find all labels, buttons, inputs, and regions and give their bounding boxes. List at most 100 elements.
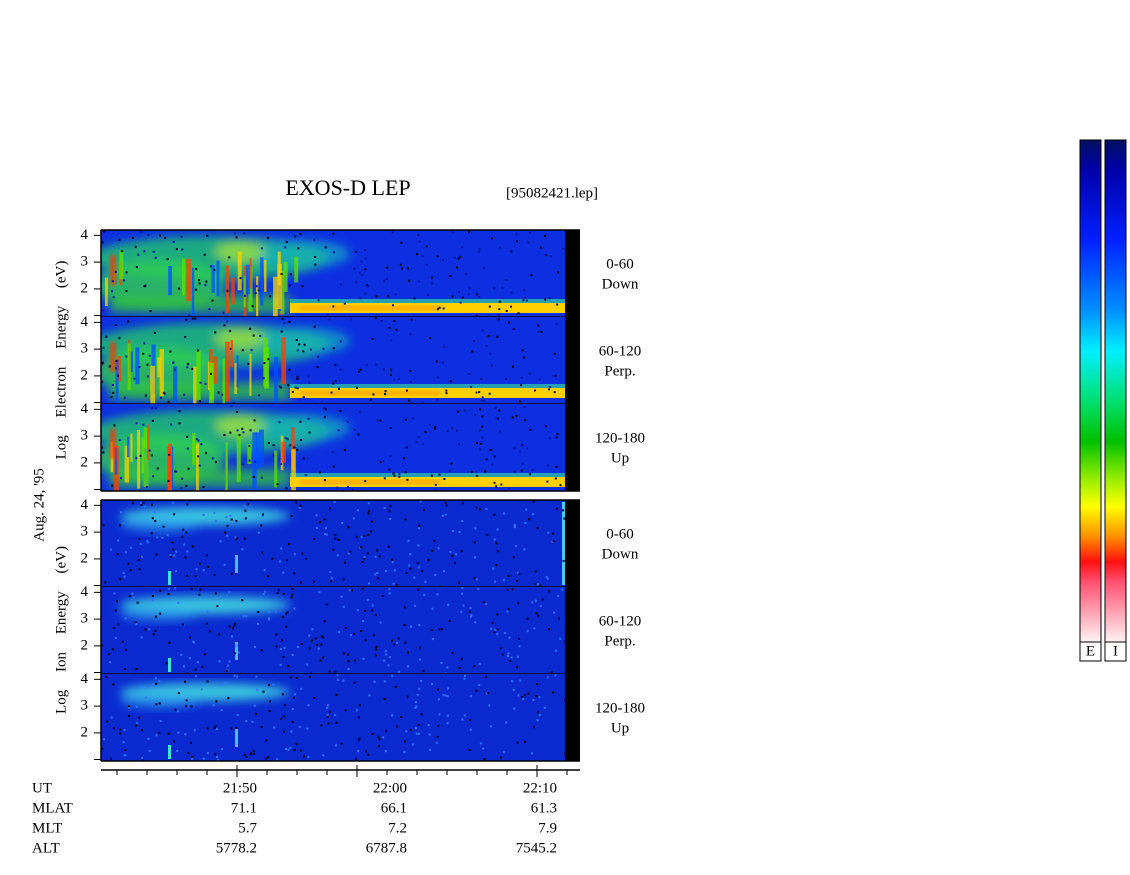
speckle [285,487,288,490]
speckle [478,250,481,253]
speckle [474,556,477,559]
speckle [158,732,161,735]
speckle [442,694,445,697]
speckle [242,463,245,466]
speckle [484,470,487,473]
speckle [119,511,122,514]
speckle [435,741,438,744]
speckle [172,548,175,551]
speckle [207,565,210,568]
speckle [418,436,421,439]
speckle [186,683,189,686]
speckle [429,748,432,751]
speckle [421,570,424,573]
streak [147,424,150,461]
speckle [101,362,104,365]
speckle [507,487,510,490]
speckle [363,555,366,558]
speckle [373,680,376,683]
speckle [430,628,433,631]
speckle [228,256,231,259]
speckle [391,674,394,677]
speckle [473,665,476,668]
speckle [186,672,189,674]
speckle [123,754,126,757]
speckle [527,692,530,695]
speckle [453,256,456,259]
speckle [186,503,189,506]
speckle [111,384,114,387]
speckle [105,675,108,678]
speckle [417,723,420,726]
speckle [378,738,381,741]
speckle [437,688,440,691]
speckle [281,693,284,696]
speckle [154,677,157,680]
speckle [407,399,410,402]
speckle [557,271,560,274]
speckle [302,457,305,460]
speckle [202,757,205,760]
speckle [360,546,363,549]
speckle [150,532,153,535]
speckle [242,431,245,434]
speckle [347,660,350,663]
speckle [482,747,485,750]
speckle [381,594,384,597]
speckle [526,447,529,450]
speckle [342,578,345,581]
speckle [404,641,407,644]
speckle [445,389,448,392]
y-tick-label: 4 [81,401,89,417]
speckle [329,571,332,574]
speckle [135,724,138,727]
speckle [493,287,496,290]
speckle [137,559,140,562]
streak [281,337,287,385]
speckle [413,576,416,579]
speckle [334,534,337,537]
streak [196,443,199,491]
speckle [291,720,294,723]
streak [124,445,130,483]
speckle [188,314,191,317]
speckle [141,759,144,761]
speckle [167,400,170,403]
speckle [358,737,361,740]
speckle [508,636,511,639]
ephemeris-value: 66.1 [381,800,407,816]
speckle [383,507,386,510]
speckle [353,681,356,684]
speckle [400,241,403,244]
speckle [429,336,432,339]
speckle [231,635,234,638]
speckle [530,274,533,277]
speckle [528,372,531,375]
speckle [535,695,538,698]
speckle [184,556,187,559]
speckle [263,361,266,364]
speckle [206,554,209,557]
speckle [447,687,450,690]
speckle [320,635,323,638]
speckle [150,503,153,506]
speckle [189,636,192,639]
streak [196,350,201,401]
speckle [279,386,282,389]
speckle [337,387,340,390]
speckle [418,687,421,690]
color-bar-label-box [1079,641,1102,662]
speckle [476,442,479,445]
speckle [513,470,516,473]
speckle [260,524,263,527]
speckle [182,665,185,668]
speckle [328,318,331,321]
speckle [535,612,538,615]
speckle [304,474,307,477]
speckle [443,570,446,573]
speckle [362,620,365,623]
streak [168,265,173,296]
speckle [489,448,492,451]
speckle [544,298,547,301]
speckle [361,560,364,563]
